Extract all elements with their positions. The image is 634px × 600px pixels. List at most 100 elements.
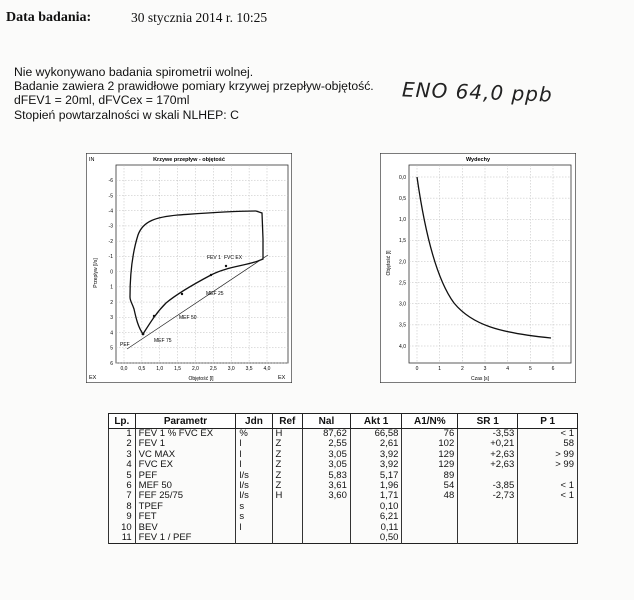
table-cell (235, 533, 273, 544)
table-cell (401, 512, 459, 523)
table-cell (401, 501, 459, 513)
table-cell: +0,21 (457, 438, 519, 450)
y-tick-label: 2,5 (399, 280, 406, 286)
x-tick-label: 0,0 (121, 366, 128, 372)
table-cell: < 1 (517, 480, 578, 492)
volume-time-grid (409, 165, 571, 363)
table-cell: H (271, 428, 304, 440)
table-cell (517, 533, 578, 544)
y-tick-label: 5 (110, 346, 113, 352)
x-tick-label: 0 (416, 366, 419, 372)
y-tick-label: 4 (110, 330, 113, 336)
table-cell (517, 522, 578, 534)
note-line: Nie wykonywano badania spirometrii wolne… (14, 65, 254, 79)
table-cell: l (235, 522, 273, 534)
note-line: Badanie zawiera 2 prawidłowe pomiary krz… (14, 79, 374, 94)
table-cell: l (235, 438, 273, 450)
table-cell (457, 512, 519, 523)
y-tick-label: 2 (110, 300, 113, 306)
table-cell: l (235, 449, 273, 461)
table-cell (401, 522, 459, 534)
y-tick-label: 3,0 (399, 302, 406, 308)
table-cell (302, 512, 351, 523)
table-cell: Z (271, 449, 304, 461)
table-cell (457, 470, 519, 482)
table-cell (457, 522, 519, 534)
x-tick-label: 4,0 (264, 366, 271, 372)
exam-date-label: Data badania: (6, 10, 92, 25)
corner-label-ex-right: EX (278, 375, 286, 381)
y-tick-label: 6 (110, 361, 113, 367)
table-cell (271, 533, 304, 544)
table-cell: -3,85 (457, 480, 519, 492)
volume-time-title: Wydechy (466, 157, 491, 163)
table-cell (271, 522, 304, 534)
x-tick-label: 3,0 (228, 366, 235, 372)
table-row: 2 FEV 1 l Z 2,55 2,61 102 +0,21 58 (108, 438, 578, 450)
y-tick-label: 0 (110, 269, 113, 275)
x-tick-label: 3,5 (246, 366, 253, 372)
table-cell: Z (271, 438, 304, 450)
annotation-mef75: MEF 75 (154, 338, 172, 344)
exhalation-curve (416, 176, 552, 339)
table-row: 3 VC MAX l Z 3,05 3,92 129 +2,63 > 99 (108, 449, 578, 461)
x-tick-label: 2 (461, 366, 464, 372)
flow-volume-xlabel: Objętość [l] (188, 376, 214, 382)
table-row: 4 FVC EX l Z 3,05 3,92 129 +2,63 > 99 (108, 459, 578, 471)
x-tick-label: 2,5 (210, 366, 217, 372)
annotation-mef25: MEF 25 (206, 291, 224, 297)
x-tick-label: 3 (484, 366, 487, 372)
y-tick-label: 4,0 (399, 344, 406, 350)
y-tick-label: -3 (109, 224, 114, 230)
table-cell (302, 533, 351, 544)
table-cell (401, 533, 459, 544)
col-header-parametr: Parametr (134, 413, 237, 429)
col-header-nal: Nal (302, 413, 351, 429)
x-tick-label: 6 (552, 366, 555, 372)
table-cell: 3,61 (302, 480, 351, 492)
table-cell: +2,63 (457, 449, 519, 461)
table-cell: FEV 1 / PEF (134, 532, 237, 544)
y-tick-label: 2,0 (399, 259, 406, 265)
table-cell: > 99 (517, 449, 578, 461)
col-header-ref: Ref (271, 413, 304, 429)
table-cell (271, 501, 304, 513)
annotation-fev1: FEV 1 (207, 255, 221, 261)
table-cell (457, 501, 519, 513)
col-header-a1n: A1/N% (401, 413, 459, 429)
table-cell: -3,53 (457, 428, 519, 440)
table-cell: +2,63 (457, 459, 519, 471)
table-cell: % (235, 428, 273, 440)
y-tick-label: 1 (110, 285, 113, 291)
x-tick-label: 1,0 (156, 366, 163, 372)
y-tick-label: 1,5 (399, 238, 406, 244)
annotation-pef: PEF (120, 342, 130, 348)
col-header-sr1: SR 1 (457, 413, 519, 429)
flow-volume-ylabel: Przepływ [l/s] (93, 258, 99, 288)
table-cell: > 99 (517, 459, 578, 471)
table-cell: Z (271, 480, 304, 492)
y-tick-label: 0,5 (399, 196, 406, 202)
x-tick-label: 2,0 (192, 366, 199, 372)
flow-volume-title: Krzywe przepływ - objętość (153, 157, 225, 163)
table-cell (302, 522, 351, 534)
flow-volume-chart: Krzywe przepływ - objętość IN EX EX -6 -5… (86, 153, 292, 383)
table-row: 5 PEF l/s Z 5,83 5,17 89 (108, 470, 578, 482)
table-row: 9 FET s 6,21 (108, 511, 578, 523)
volume-time-xlabel: Czas [s] (471, 376, 490, 382)
y-tick-label: 3 (110, 315, 113, 321)
col-header-lp: Lp. (108, 413, 136, 429)
table-cell: 3,05 (302, 459, 351, 471)
x-tick-label: 1 (438, 366, 441, 372)
x-tick-label: 5 (529, 366, 532, 372)
y-tick-label: -4 (109, 208, 114, 214)
table-cell: 3,60 (302, 491, 351, 502)
annotation-mef50: MEF 50 (179, 315, 197, 321)
y-tick-label: -2 (109, 239, 114, 245)
y-tick-label: -6 (109, 178, 114, 184)
table-cell: 58 (517, 438, 578, 450)
table-cell: 3,05 (302, 449, 351, 461)
table-cell (457, 533, 519, 544)
corner-label-in: IN (89, 157, 95, 163)
table-cell: Z (271, 470, 304, 482)
